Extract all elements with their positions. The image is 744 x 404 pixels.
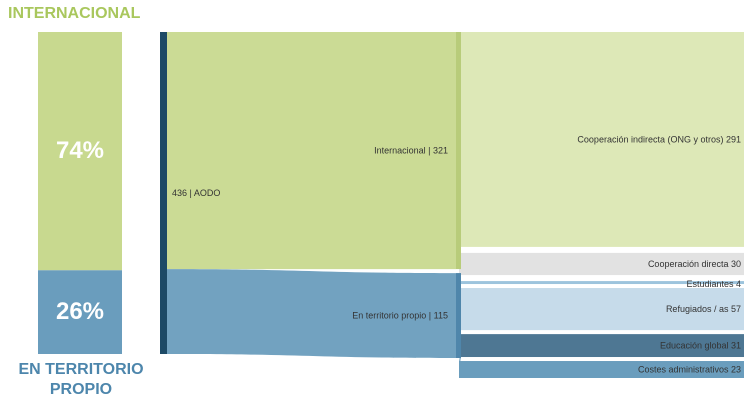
group-node-0: [456, 32, 461, 270]
target-node-0: [459, 32, 744, 247]
target-label-2: Estudiantes 4: [686, 279, 741, 289]
group-label-0: Internacional | 321: [374, 146, 448, 156]
stack-pct-internacional: 74%: [55, 137, 105, 165]
target-node-4: [459, 334, 744, 358]
target-node-5: [459, 361, 744, 378]
stack-pct-territorio-propio: 26%: [55, 298, 105, 326]
target-node-2: [459, 281, 744, 285]
target-label-5: Costes administrativos 23: [638, 365, 741, 375]
target-node-1: [459, 252, 744, 276]
group-node-1: [456, 273, 461, 358]
stack-top-label: INTERNACIONAL: [8, 5, 141, 22]
sankey-flows: [167, 32, 744, 378]
stack-bottom-label: EN TERRITORIO PROPIO: [18, 361, 144, 398]
stack-bar-internacional: [38, 32, 122, 271]
sankey-labels: 436 | AODO Internacional | 321 En territor…: [172, 134, 741, 374]
sankey-nodes: [160, 32, 461, 358]
target-label-4: Educación global 31: [660, 341, 741, 351]
source-node: [160, 32, 167, 354]
stack-bar-territorio-propio: [38, 270, 122, 354]
flow-source-to-group-0: [167, 32, 456, 270]
flow-source-to-group-1: [167, 269, 456, 358]
target-node-3: [459, 288, 744, 331]
group-label-1: En territorio propio | 115: [352, 311, 448, 321]
target-label-0: Cooperación indirecta (ONG y otros) 291: [577, 134, 741, 144]
target-label-1: Cooperación directa 30: [648, 259, 741, 269]
source-label: 436 | AODO: [172, 188, 220, 198]
target-label-3: Refugiados / as 57: [666, 304, 741, 314]
